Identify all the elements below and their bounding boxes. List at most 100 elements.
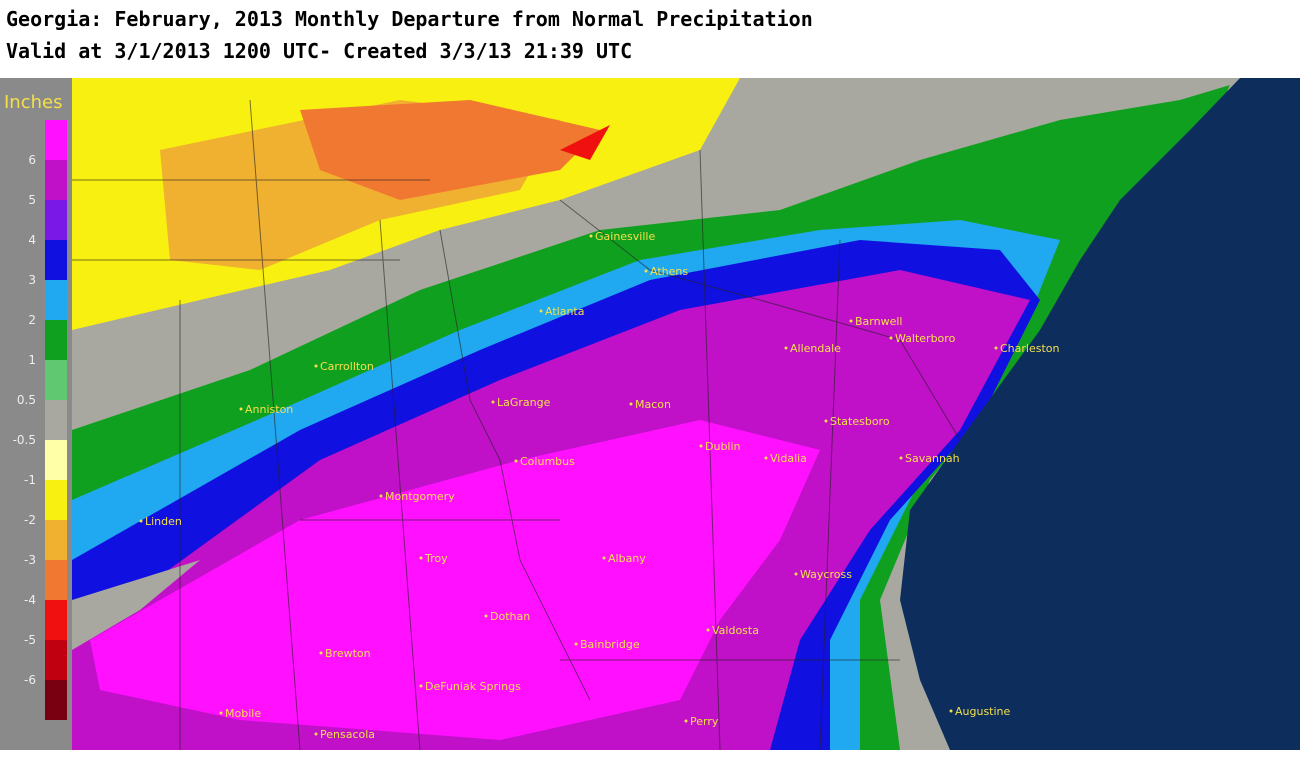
city-dot xyxy=(644,269,648,273)
city-label: Gainesville xyxy=(595,230,655,243)
legend-label: -6 xyxy=(24,673,36,687)
city-label: Waycross xyxy=(800,568,852,581)
city-label: Athens xyxy=(650,265,688,278)
legend-label: 2 xyxy=(28,313,36,327)
legend-swatch xyxy=(45,440,67,480)
city-label: Walterboro xyxy=(895,332,956,345)
city-dot xyxy=(889,336,893,340)
legend-swatch xyxy=(45,120,67,160)
legend-swatch xyxy=(45,480,67,520)
city-dot xyxy=(419,684,423,688)
city-dot xyxy=(139,519,143,523)
legend-label: -1 xyxy=(24,473,36,487)
city-dot xyxy=(699,444,703,448)
city-label: Allendale xyxy=(790,342,841,355)
legend-label: -0.5 xyxy=(13,433,36,447)
dry-zone xyxy=(560,125,610,160)
title: Georgia: February, 2013 Monthly Departur… xyxy=(6,7,813,31)
city-label: Anniston xyxy=(245,403,293,416)
city-label: Troy xyxy=(424,552,448,565)
city-dot xyxy=(899,456,903,460)
city-label: Linden xyxy=(145,515,182,528)
legend-label: 3 xyxy=(28,273,36,287)
city-dot xyxy=(239,407,243,411)
city-label: Dublin xyxy=(705,440,741,453)
legend-swatch xyxy=(45,560,67,600)
city-dot xyxy=(784,346,788,350)
city-label: LaGrange xyxy=(497,396,551,409)
legend-swatch xyxy=(45,360,67,400)
city-dot xyxy=(602,556,606,560)
ocean xyxy=(900,78,1300,750)
city-label: Albany xyxy=(608,552,646,565)
legend-label: -5 xyxy=(24,633,36,647)
city-label: Charleston xyxy=(1000,342,1060,355)
legend-label: 1 xyxy=(28,353,36,367)
city-dot xyxy=(314,732,318,736)
city-dot xyxy=(794,572,798,576)
legend-swatch xyxy=(45,280,67,320)
city-label: Valdosta xyxy=(712,624,759,637)
city-dot xyxy=(764,456,768,460)
city-dot xyxy=(484,614,488,618)
city-label: Barnwell xyxy=(855,315,902,328)
dry-zone xyxy=(300,100,600,200)
legend-label: -2 xyxy=(24,513,36,527)
legend-swatch xyxy=(45,240,67,280)
city-label: Carrollton xyxy=(320,360,374,373)
city-dot xyxy=(539,309,543,313)
land xyxy=(72,560,200,650)
legend-label: 5 xyxy=(28,193,36,207)
city-dot xyxy=(319,651,323,655)
subtitle: Valid at 3/1/2013 1200 UTC- Created 3/3/… xyxy=(6,39,632,63)
city-dot xyxy=(994,346,998,350)
legend-label: -3 xyxy=(24,553,36,567)
city-dot xyxy=(849,319,853,323)
city-dot xyxy=(419,556,423,560)
city-label: Macon xyxy=(635,398,671,411)
legend-swatch xyxy=(45,160,67,200)
legend-scale: 6 5 4 3 2 1 0.5 -0.5 -1 -2 -3 -4 -5 -6 xyxy=(13,120,67,720)
city-dot xyxy=(219,711,223,715)
city-label: Atlanta xyxy=(545,305,584,318)
legend-swatch xyxy=(45,200,67,240)
city-dot xyxy=(491,400,495,404)
legend-swatch xyxy=(45,320,67,360)
city-dot xyxy=(629,402,633,406)
city-label: Columbus xyxy=(520,455,575,468)
legend-label: 4 xyxy=(28,233,36,247)
city-label: Dothan xyxy=(490,610,530,623)
city-label: Pensacola xyxy=(320,728,375,741)
city-label: Bainbridge xyxy=(580,638,640,651)
city-label: Augustine xyxy=(955,705,1011,718)
city-label: Statesboro xyxy=(830,415,890,428)
city-dot xyxy=(379,494,383,498)
legend-swatch xyxy=(45,680,67,720)
city-dot xyxy=(574,642,578,646)
map xyxy=(72,78,1300,751)
legend-swatch xyxy=(45,600,67,640)
city-label: Perry xyxy=(690,715,719,728)
legend-unit: Inches xyxy=(4,92,62,113)
legend: Inches 6 5 4 3 2 1 0.5 -0.5 -1 -2 -3 -4 -5 -6 xyxy=(0,78,72,750)
city-label: Savannah xyxy=(905,452,960,465)
legend-label: 6 xyxy=(28,153,36,167)
city-label: DeFuniak Springs xyxy=(425,680,521,693)
city-dot xyxy=(949,709,953,713)
city-labels: Gainesville Athens Atlanta Barnwell Allendal… xyxy=(139,230,1060,741)
city-label: Montgomery xyxy=(385,490,455,503)
city-label: Vidalia xyxy=(770,452,807,465)
city-label: Mobile xyxy=(225,707,261,720)
city-label: Brewton xyxy=(325,647,371,660)
city-dot xyxy=(824,419,828,423)
legend-label: -4 xyxy=(24,593,36,607)
city-dot xyxy=(589,234,593,238)
city-dot xyxy=(684,719,688,723)
city-dot xyxy=(514,459,518,463)
legend-swatch xyxy=(45,520,67,560)
legend-swatch xyxy=(45,640,67,680)
legend-swatch xyxy=(45,400,67,440)
city-dot xyxy=(314,364,318,368)
